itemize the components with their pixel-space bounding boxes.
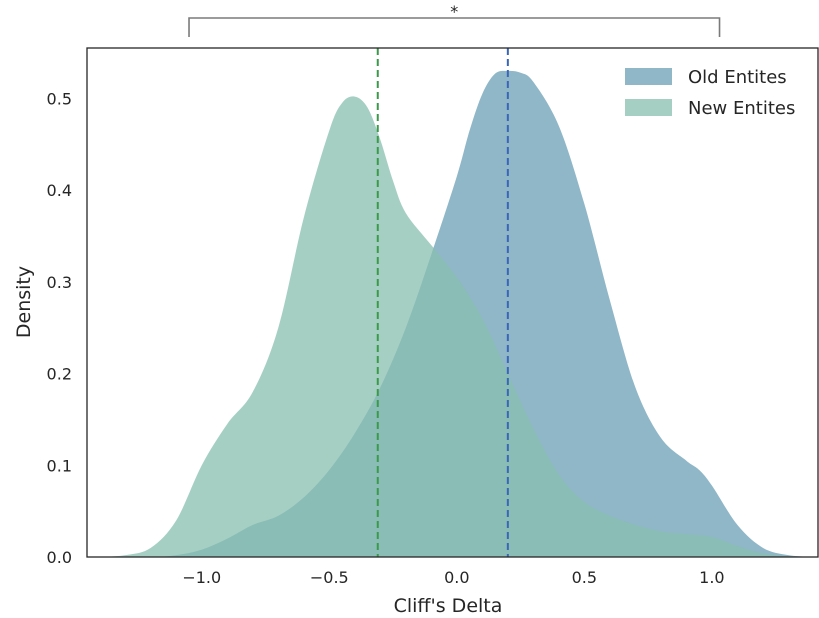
legend-label: New Entites xyxy=(688,98,795,119)
legend-label: Old Entites xyxy=(688,67,787,88)
y-tick-label: 0.4 xyxy=(47,181,72,200)
significance-marker: * xyxy=(450,2,458,21)
mean-lines xyxy=(376,48,509,557)
legend: Old Entites New Entites xyxy=(625,67,795,119)
y-tick-labels: 0.0 0.1 0.2 0.3 0.4 0.5 xyxy=(47,89,72,567)
density-areas xyxy=(99,70,814,558)
x-axis-label: Cliff's Delta xyxy=(394,595,503,617)
plot-frame xyxy=(86,47,819,558)
legend-swatch xyxy=(625,99,672,116)
y-tick-label: 0.1 xyxy=(47,456,72,475)
x-tick-label: 0.5 xyxy=(572,568,597,587)
y-axis-label: Density xyxy=(13,266,35,338)
y-tick-label: 0.3 xyxy=(47,273,72,292)
x-tick-labels: −1.0 −0.5 0.0 0.5 1.0 xyxy=(182,568,724,587)
y-tick-label: 0.2 xyxy=(47,365,72,384)
x-tick-label: 0.0 xyxy=(444,568,469,587)
legend-swatch xyxy=(625,68,672,85)
x-tick-label: 1.0 xyxy=(699,568,724,587)
density-area-new-entites xyxy=(99,96,814,557)
y-tick-label: 0.5 xyxy=(47,89,72,108)
significance-bracket: * xyxy=(188,2,721,37)
x-tick-label: −1.0 xyxy=(182,568,221,587)
significance-bracket-line xyxy=(188,17,721,37)
x-tick-label: −0.5 xyxy=(310,568,349,587)
y-tick-label: 0.0 xyxy=(47,548,72,567)
